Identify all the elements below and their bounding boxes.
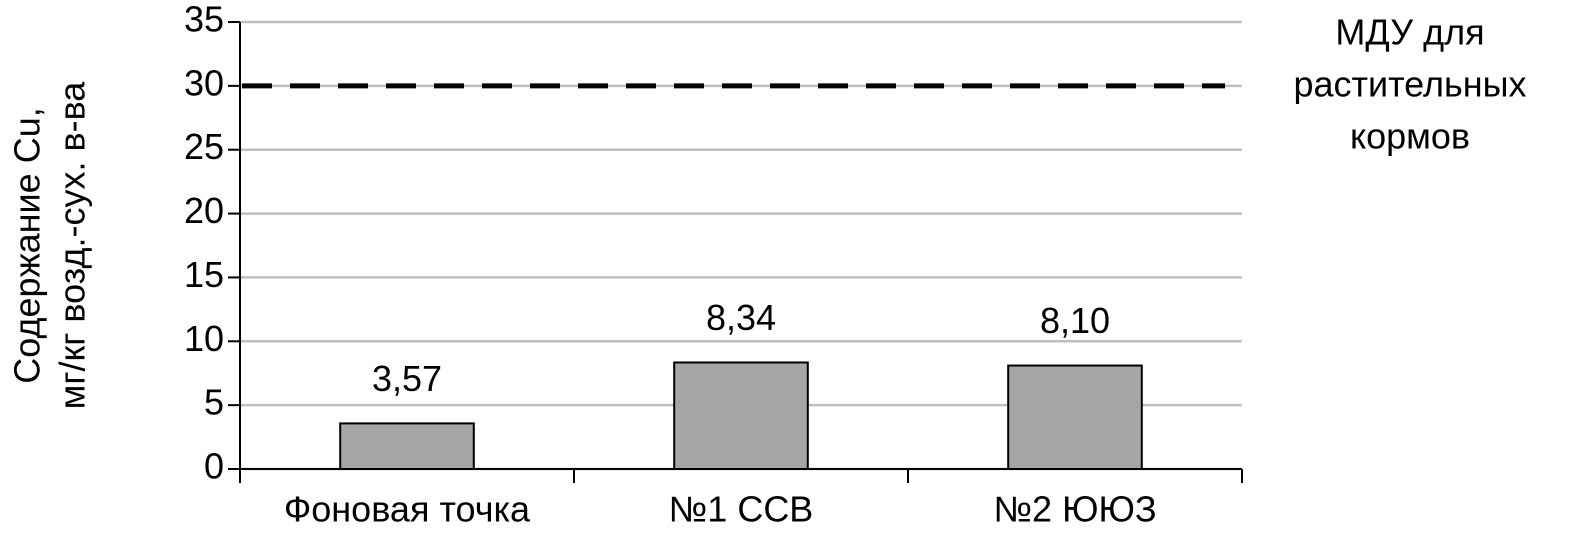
y-tick-label: 0 [204, 446, 224, 487]
reference-label: МДУ для [1335, 12, 1484, 53]
y-tick-label: 35 [184, 0, 224, 40]
y-tick-label: 10 [184, 318, 224, 359]
value-label: 8,10 [1040, 300, 1110, 341]
bar [1007, 364, 1143, 470]
value-label: 8,34 [706, 297, 776, 338]
y-tick-label: 15 [184, 254, 224, 295]
value-label: 3,57 [372, 358, 442, 399]
bar [339, 422, 475, 471]
bar [673, 361, 809, 471]
reference-label: кормов [1350, 116, 1470, 157]
reference-label: растительных [1293, 64, 1526, 105]
x-tick-label: №2 ЮЮЗ [993, 489, 1156, 530]
y-tick-label: 30 [184, 62, 224, 103]
y-axis-title: мг/кг возд.-сух. в-ва [52, 81, 93, 410]
y-tick-label: 25 [184, 126, 224, 167]
y-tick-label: 5 [204, 382, 224, 423]
x-tick-label: №1 ССВ [669, 489, 814, 530]
x-tick-label: Фоновая точка [284, 489, 531, 530]
y-axis-title: Содержание Cu, [7, 107, 48, 383]
y-tick-label: 20 [184, 190, 224, 231]
